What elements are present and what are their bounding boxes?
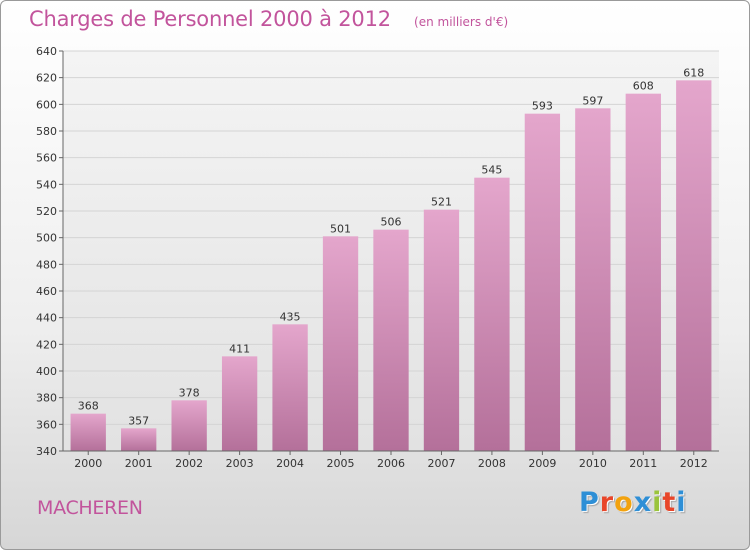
x-tick-label-2008: 2008	[478, 457, 506, 470]
x-tick-label-2006: 2006	[377, 457, 405, 470]
y-tick-label: 480	[36, 258, 57, 271]
y-tick-label: 340	[36, 445, 57, 458]
value-label-2000: 368	[78, 400, 99, 413]
bar-2002	[171, 400, 207, 451]
chart-title: Charges de Personnel 2000 à 2012	[29, 7, 391, 31]
bar-2007	[423, 209, 460, 451]
x-tick-label-2001: 2001	[125, 457, 153, 470]
bar-2010	[575, 108, 611, 451]
y-tick-label: 640	[36, 45, 57, 58]
y-tick-label: 600	[36, 98, 57, 111]
logo-letter: P	[579, 487, 600, 518]
bar-2006	[373, 229, 409, 451]
logo-letter: o	[614, 487, 634, 518]
value-label-2003: 411	[229, 342, 250, 355]
logo-letter: x	[633, 487, 653, 518]
value-label-2012: 618	[683, 66, 704, 79]
y-tick-label: 440	[36, 312, 57, 325]
value-label-2011: 608	[633, 80, 654, 93]
x-tick-label-2005: 2005	[327, 457, 355, 470]
y-tick-label: 520	[36, 205, 57, 218]
y-tick-label: 420	[36, 338, 57, 351]
proxiti-logo: Proxiti	[579, 487, 687, 518]
y-tick-label: 380	[36, 392, 57, 405]
bar-2001	[121, 428, 157, 451]
value-label-2002: 378	[179, 386, 200, 399]
y-tick-label: 360	[36, 418, 57, 431]
title-row: Charges de Personnel 2000 à 2012 (en mil…	[29, 7, 508, 31]
logo-letter: i	[676, 487, 687, 518]
x-tick-label-2007: 2007	[427, 457, 455, 470]
value-label-2004: 435	[280, 310, 301, 323]
y-tick-label: 540	[36, 178, 57, 191]
y-tick-label: 560	[36, 152, 57, 165]
bar-2003	[221, 356, 258, 451]
x-tick-label-2000: 2000	[74, 457, 102, 470]
value-label-2009: 593	[532, 100, 553, 113]
y-tick-label: 500	[36, 232, 57, 245]
axes: 340 360 380 400 420 440 460 480 500 520 540 560 580 6…	[36, 45, 719, 470]
x-tick-label-2003: 2003	[226, 457, 254, 470]
bar-2005	[322, 236, 359, 451]
bar-2011	[625, 93, 661, 452]
bar-2012	[676, 80, 712, 451]
y-tick-label: 620	[36, 72, 57, 85]
x-tick-label-2009: 2009	[528, 457, 556, 470]
y-tick-label: 460	[36, 285, 57, 298]
y-tick-label: 580	[36, 125, 57, 138]
value-label-2001: 357	[128, 414, 149, 427]
x-tick-label-2011: 2011	[629, 457, 657, 470]
chart-subtitle: (en milliers d'€)	[414, 15, 509, 29]
bar-2004	[272, 324, 308, 451]
value-label-2007: 521	[431, 196, 452, 209]
bar-2000	[70, 413, 106, 451]
x-tick-label-2002: 2002	[175, 457, 203, 470]
y-tick-label: 400	[36, 365, 57, 378]
x-tick-label-2012: 2012	[680, 457, 708, 470]
bar-2009	[524, 113, 561, 452]
value-label-2010: 597	[582, 94, 603, 107]
logo-letter: t	[662, 487, 677, 518]
value-label-2005: 501	[330, 222, 351, 235]
commune-name: MACHEREN	[37, 497, 143, 519]
bar-2008	[474, 177, 510, 451]
logo-letter: r	[599, 487, 615, 518]
bars: 368 357 378 411 435 501 506 521 545 593 597 608 618	[70, 66, 712, 452]
x-tick-label-2004: 2004	[276, 457, 304, 470]
logo-letter: i	[652, 487, 663, 518]
value-label-2006: 506	[381, 216, 402, 229]
x-tick-label-2010: 2010	[579, 457, 607, 470]
value-label-2008: 545	[481, 164, 502, 177]
